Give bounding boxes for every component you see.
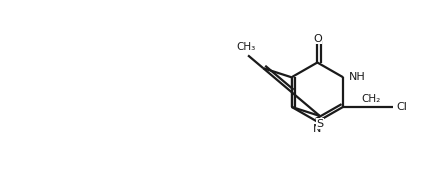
Text: O: O <box>313 34 322 44</box>
Text: NH: NH <box>349 72 366 82</box>
Text: N: N <box>313 124 322 134</box>
Text: S: S <box>317 119 323 129</box>
Text: CH₂: CH₂ <box>362 94 381 104</box>
Text: CH₃: CH₃ <box>236 43 256 52</box>
Text: Cl: Cl <box>397 102 408 112</box>
